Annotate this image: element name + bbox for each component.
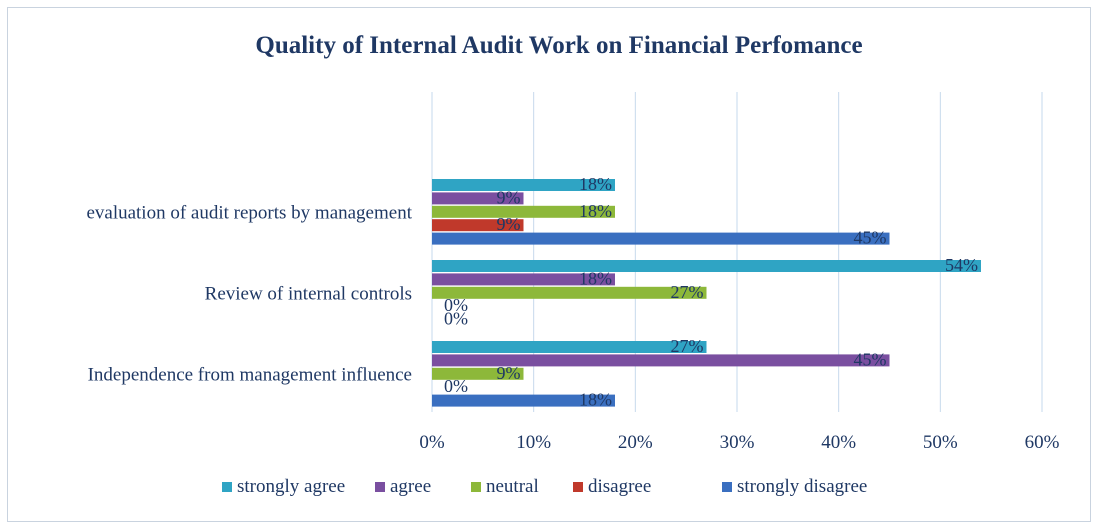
data-label: 45% <box>854 228 887 248</box>
category-label: Review of internal controls <box>205 284 412 305</box>
data-label: 0% <box>444 295 468 315</box>
data-label: 0% <box>444 376 468 396</box>
legend-label-strongly-agree: strongly agree <box>237 476 345 497</box>
category-labels: evaluation of audit reports by managemen… <box>86 203 412 386</box>
bar-strongly-disagree <box>432 232 890 245</box>
legend-swatch-strongly-agree <box>222 482 232 492</box>
data-label: 54% <box>945 255 978 275</box>
legend-swatch-neutral <box>471 482 481 492</box>
bar-strongly-agree <box>432 179 615 191</box>
legend-label-strongly-disagree: strongly disagree <box>737 476 867 497</box>
bar-agree <box>432 354 890 367</box>
data-label: 27% <box>671 336 704 356</box>
bar-agree <box>432 273 615 286</box>
data-label: 27% <box>671 282 704 302</box>
data-label: 9% <box>497 187 521 207</box>
bar-chart: Quality of Internal Audit Work on Financ… <box>86 32 1059 497</box>
data-label: 45% <box>854 349 887 369</box>
legend-swatch-agree <box>375 482 385 492</box>
x-tick-label: 30% <box>720 432 755 453</box>
bars <box>432 179 981 407</box>
gridlines <box>431 92 1043 412</box>
legend-label-agree: agree <box>390 476 431 497</box>
category-label: evaluation of audit reports by managemen… <box>86 203 412 224</box>
data-labels: 18%9%18%9%45%54%18%27%0%0%27%45%9%0%18% <box>444 174 978 410</box>
category-label: Independence from management influence <box>88 365 412 386</box>
x-tick-label: 0% <box>419 432 445 453</box>
legend-label-disagree: disagree <box>588 476 651 497</box>
bar-strongly-disagree <box>432 394 615 407</box>
x-tick-label: 60% <box>1025 432 1060 453</box>
bar-neutral <box>432 205 615 218</box>
bar-neutral <box>432 367 524 380</box>
data-label: 18% <box>579 174 612 194</box>
bar-disagree <box>432 219 524 232</box>
data-label: 0% <box>444 309 468 329</box>
bar-neutral <box>432 286 707 299</box>
legend-swatch-strongly-disagree <box>722 482 732 492</box>
legend: strongly agree agree neutral disagree strong… <box>222 476 867 497</box>
x-tick-label: 10% <box>516 432 551 453</box>
legend-swatch-disagree <box>573 482 583 492</box>
legend-label-neutral: neutral <box>486 476 539 497</box>
bar-agree <box>432 192 524 205</box>
x-tick-label: 50% <box>923 432 958 453</box>
bar-strongly-agree <box>432 260 981 272</box>
bar-strongly-agree <box>432 341 707 353</box>
x-tick-label: 40% <box>821 432 856 453</box>
x-tick-label: 20% <box>618 432 653 453</box>
data-label: 18% <box>579 201 612 221</box>
data-label: 9% <box>497 363 521 383</box>
x-axis-ticks: 0% 10% 20% 30% 40% 50% 60% <box>419 432 1059 453</box>
data-label: 18% <box>579 390 612 410</box>
chart-title: Quality of Internal Audit Work on Financ… <box>255 32 862 59</box>
data-label: 9% <box>497 214 521 234</box>
chart-frame: Quality of Internal Audit Work on Financ… <box>7 7 1091 522</box>
data-label: 18% <box>579 268 612 288</box>
